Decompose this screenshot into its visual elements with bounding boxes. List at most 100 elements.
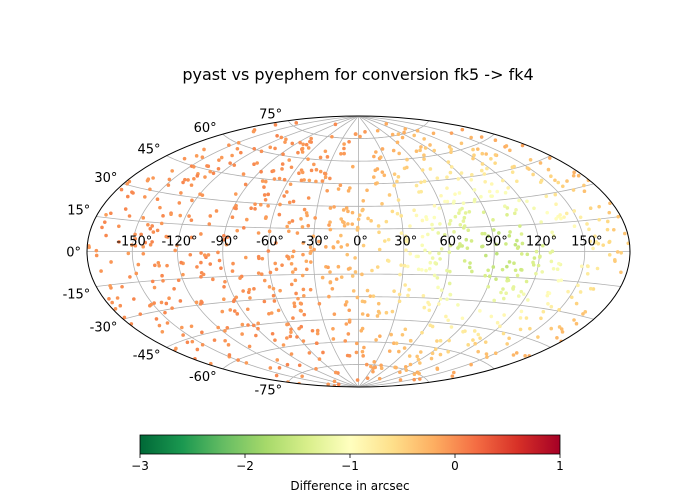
- scatter-point: [607, 240, 611, 245]
- scatter-point: [228, 161, 232, 165]
- scatter-point: [246, 323, 250, 327]
- scatter-point: [141, 251, 146, 256]
- scatter-point: [208, 262, 213, 266]
- scatter-point: [253, 207, 257, 211]
- scatter-point: [148, 226, 153, 231]
- scatter-point: [526, 298, 530, 302]
- scatter-point: [345, 243, 350, 247]
- scatter-point: [426, 232, 430, 237]
- scatter-point: [460, 127, 465, 132]
- scatter-point: [263, 198, 268, 202]
- scatter-point: [518, 316, 523, 320]
- scatter-point: [153, 263, 157, 268]
- scatter-point: [368, 294, 373, 298]
- scatter-point: [160, 329, 165, 334]
- y-tick-label: -75°: [254, 383, 282, 398]
- scatter-point: [365, 288, 370, 293]
- scatter-point: [433, 347, 438, 351]
- scatter-point: [302, 294, 306, 298]
- scatter-point: [555, 267, 560, 272]
- scatter-point: [235, 312, 240, 316]
- scatter-point: [465, 246, 470, 250]
- scatter-point: [167, 296, 171, 301]
- scatter-point: [130, 243, 134, 247]
- scatter-point: [597, 217, 601, 222]
- scatter-point: [432, 203, 437, 208]
- scatter-point: [199, 260, 203, 265]
- scatter-point: [227, 143, 231, 147]
- scatter-point: [531, 172, 535, 177]
- scatter-point: [326, 265, 330, 270]
- scatter-point: [290, 254, 295, 259]
- scatter-point: [169, 212, 173, 216]
- scatter-point: [445, 268, 449, 273]
- scatter-point: [317, 301, 322, 306]
- scatter-point: [579, 264, 584, 269]
- scatter-point: [471, 156, 475, 161]
- scatter-point: [154, 317, 159, 321]
- scatter-point: [199, 251, 203, 255]
- scatter-point: [356, 217, 361, 222]
- scatter-point: [505, 342, 510, 346]
- scatter-point: [407, 354, 412, 358]
- scatter-point: [559, 216, 563, 221]
- scatter-point: [493, 153, 498, 157]
- scatter-point: [438, 352, 443, 357]
- scatter-point: [375, 167, 380, 171]
- scatter-point: [287, 229, 291, 234]
- scatter-point: [183, 177, 187, 182]
- scatter-point: [118, 303, 123, 308]
- scatter-point: [256, 321, 260, 326]
- scatter-point: [447, 338, 451, 343]
- scatter-point: [418, 148, 422, 153]
- scatter-point: [249, 206, 253, 210]
- scatter-point: [516, 294, 521, 298]
- scatter-point: [263, 216, 268, 221]
- scatter-point: [545, 210, 550, 215]
- scatter-point: [429, 356, 434, 361]
- scatter-point: [320, 179, 325, 183]
- x-tick-label: 90°: [485, 235, 508, 250]
- scatter-point: [469, 362, 473, 367]
- y-tick-label: 75°: [259, 108, 282, 123]
- scatter-point: [342, 223, 347, 228]
- scatter-point: [562, 215, 566, 219]
- y-tick-label: 0°: [66, 246, 81, 261]
- scatter-point: [228, 308, 233, 312]
- scatter-point: [327, 294, 331, 299]
- scatter-point: [290, 141, 295, 146]
- scatter-point: [256, 231, 261, 235]
- scatter-point: [141, 216, 146, 220]
- y-tick-label: -45°: [133, 348, 161, 363]
- scatter-point: [200, 330, 204, 335]
- scatter-point: [538, 254, 542, 259]
- parallel-line: [222, 133, 495, 162]
- scatter-point: [152, 285, 157, 290]
- scatter-point: [262, 193, 267, 197]
- scatter-point: [452, 230, 456, 234]
- scatter-point: [514, 208, 518, 212]
- scatter-point: [272, 177, 277, 181]
- scatter-point: [195, 347, 200, 352]
- scatter-point: [132, 297, 136, 301]
- scatter-point: [104, 233, 108, 238]
- scatter-point: [504, 144, 509, 148]
- scatter-point: [207, 222, 212, 226]
- scatter-point: [189, 235, 194, 240]
- scatter-point: [254, 333, 258, 338]
- scatter-point: [245, 217, 249, 222]
- scatter-point: [588, 286, 593, 291]
- scatter-point: [449, 150, 453, 155]
- scatter-point: [412, 133, 417, 138]
- scatter-point: [549, 174, 553, 178]
- scatter-point: [415, 354, 419, 359]
- chart-title: pyast vs pyephem for conversion fk5 -> f…: [182, 65, 533, 84]
- scatter-point: [517, 198, 521, 203]
- scatter-point: [152, 301, 156, 305]
- scatter-point: [206, 253, 211, 257]
- scatter-point: [475, 147, 480, 151]
- scatter-point: [117, 224, 121, 229]
- scatter-point: [402, 130, 406, 135]
- scatter-point: [271, 293, 276, 298]
- scatter-point: [485, 355, 489, 359]
